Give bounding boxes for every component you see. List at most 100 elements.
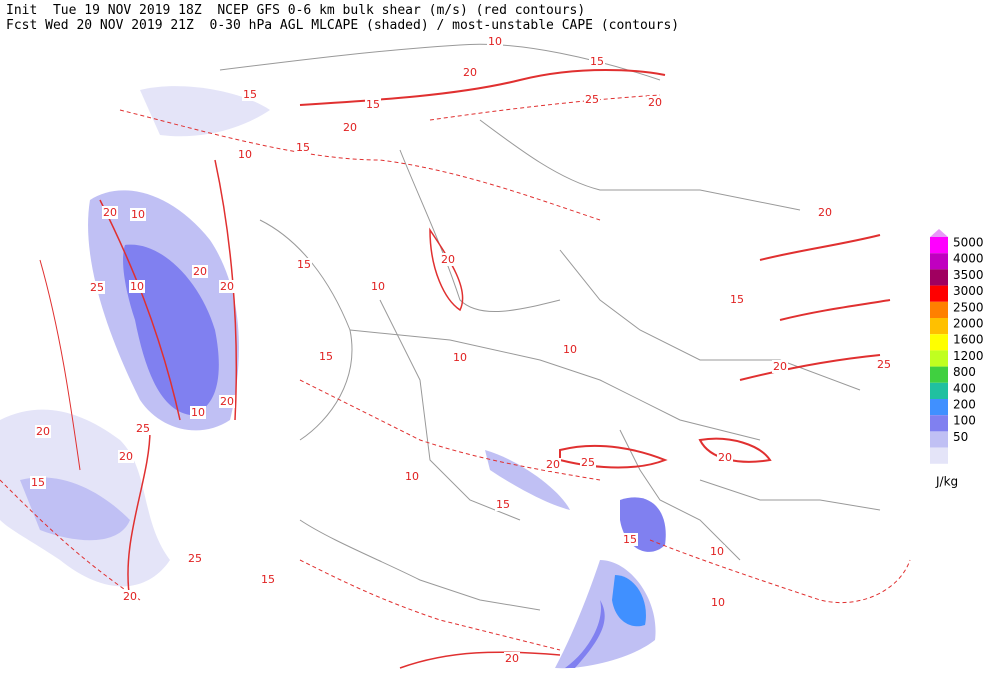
- contour-label-bg: [647, 96, 663, 109]
- contour-label-bg: [562, 343, 578, 356]
- contour-label: 20: [119, 450, 133, 463]
- legend-label: 1200: [953, 349, 984, 363]
- contour-label-bg: [580, 456, 596, 469]
- contour-label-bg: [729, 293, 745, 306]
- contour-label-bg: [440, 253, 456, 266]
- contour-label: 10: [488, 35, 502, 48]
- legend-label: 400: [953, 381, 976, 395]
- contour-label-bg: [295, 141, 311, 154]
- contour-label-bg: [135, 422, 151, 435]
- legend-label: 200: [953, 398, 976, 412]
- legend-unit: J/kg: [935, 475, 958, 489]
- cape-shading: [0, 86, 666, 669]
- contour-label-bg: [118, 450, 134, 463]
- contour-label: 25: [877, 358, 891, 371]
- contour-label: 20: [441, 253, 455, 266]
- legend-swatch: [930, 269, 948, 286]
- contour-label-bg: [190, 406, 206, 419]
- contour-label-bg: [342, 121, 358, 134]
- contour-label: 15: [319, 350, 333, 363]
- legend-swatch: [930, 301, 948, 318]
- contour-label: 15: [623, 533, 637, 546]
- contour-label-bg: [504, 652, 520, 665]
- contour-label-bg: [122, 590, 138, 603]
- shear-contours: [0, 69, 911, 669]
- contour-label-bg: [709, 545, 725, 558]
- legend-arrow: [930, 229, 948, 237]
- legend-label: 3000: [953, 284, 984, 298]
- contour-label: 15: [296, 141, 310, 154]
- contour-label: 20: [463, 66, 477, 79]
- contour-label-bg: [589, 55, 605, 68]
- contour-label: 25: [188, 552, 202, 565]
- contour-label: 15: [261, 573, 275, 586]
- contour-label: 10: [453, 351, 467, 364]
- contour-label: 10: [563, 343, 577, 356]
- contour-label-bg: [404, 470, 420, 483]
- contour-label-bg: [495, 498, 511, 511]
- contour-label-bg: [219, 280, 235, 293]
- contour-label-bg: [237, 148, 253, 161]
- contour-label-bg: [129, 280, 145, 293]
- contour-label: 15: [590, 55, 604, 68]
- contour-label: 10: [191, 406, 205, 419]
- contour-label-bg: [260, 573, 276, 586]
- contour-label-bg: [318, 350, 334, 363]
- legend-label: 1600: [953, 333, 984, 347]
- contour-label-bg: [452, 351, 468, 364]
- legend-swatch: [930, 350, 948, 367]
- legend-label: 800: [953, 365, 976, 379]
- contour-label: 20: [648, 96, 662, 109]
- legend-label: 100: [953, 414, 976, 428]
- contour-label-bg: [130, 208, 146, 221]
- contour-label: 20: [343, 121, 357, 134]
- contour-label: 15: [730, 293, 744, 306]
- contour-label: 15: [366, 98, 380, 111]
- contour-label: 10: [710, 545, 724, 558]
- contour-label-bg: [192, 265, 208, 278]
- legend-swatch: [930, 237, 948, 254]
- contour-label-bg: [35, 425, 51, 438]
- contour-label: 20: [818, 206, 832, 219]
- contour-label: 20: [773, 360, 787, 373]
- legend-label: 50: [953, 430, 968, 444]
- contour-label: 25: [585, 93, 599, 106]
- contour-label: 20: [220, 395, 234, 408]
- contour-label-bg: [296, 258, 312, 271]
- contour-label-bg: [187, 552, 203, 565]
- contour-label-bg: [584, 93, 600, 106]
- contour-label: 20: [36, 425, 50, 438]
- contour-label: 15: [496, 498, 510, 511]
- contour-label-bg: [717, 451, 733, 464]
- contour-label-bg: [462, 66, 478, 79]
- contour-label: 10: [130, 280, 144, 293]
- contour-label: 10: [371, 280, 385, 293]
- contour-label-bg: [772, 360, 788, 373]
- contour-label-bg: [219, 395, 235, 408]
- legend-swatch: [930, 399, 948, 416]
- legend-swatch: [930, 431, 948, 448]
- contour-label: 10: [711, 596, 725, 609]
- contour-label: 10: [405, 470, 419, 483]
- legend-label: 4000: [953, 252, 984, 266]
- legend-swatch: [930, 415, 948, 432]
- contour-label: 25: [581, 456, 595, 469]
- contour-label: 25: [90, 281, 104, 294]
- contour-label-bg: [102, 206, 118, 219]
- contour-label-bg: [370, 280, 386, 293]
- contour-label-bg: [365, 98, 381, 111]
- contour-label-bg: [622, 533, 638, 546]
- header-line-1: Init Tue 19 NOV 2019 18Z NCEP GFS 0-6 km…: [6, 3, 585, 18]
- contour-label-bg: [710, 596, 726, 609]
- contour-label: 20: [505, 652, 519, 665]
- contour-label: 20: [103, 206, 117, 219]
- legend-label: 3500: [953, 268, 984, 282]
- contour-label-bg: [545, 458, 561, 471]
- contour-label: 15: [297, 258, 311, 271]
- legend-swatch: [930, 285, 948, 302]
- legend-swatch: [930, 318, 948, 335]
- contour-label-bg: [876, 358, 892, 371]
- contour-label: 25: [136, 422, 150, 435]
